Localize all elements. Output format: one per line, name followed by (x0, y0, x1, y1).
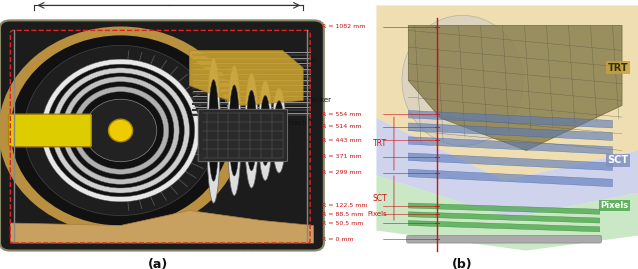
Text: (a): (a) (149, 257, 168, 269)
Ellipse shape (402, 15, 523, 146)
Ellipse shape (227, 65, 241, 196)
Ellipse shape (72, 87, 169, 174)
Ellipse shape (67, 82, 174, 179)
Polygon shape (408, 111, 612, 128)
Ellipse shape (207, 58, 221, 203)
Text: R = 514 mm: R = 514 mm (322, 124, 362, 129)
Text: R = 371 mm: R = 371 mm (322, 154, 362, 159)
Text: R = 554 mm: R = 554 mm (322, 112, 362, 117)
Text: Pixels: Pixels (368, 211, 387, 217)
Polygon shape (408, 25, 622, 150)
Ellipse shape (244, 73, 258, 188)
Text: R = 1082 mm: R = 1082 mm (322, 24, 366, 29)
FancyBboxPatch shape (407, 236, 601, 243)
Text: R = 443 mm: R = 443 mm (322, 138, 362, 143)
Ellipse shape (274, 101, 285, 160)
Text: Pixels: Pixels (600, 201, 628, 210)
Ellipse shape (77, 92, 164, 169)
Ellipse shape (209, 80, 219, 181)
Text: R = 299 mm: R = 299 mm (322, 171, 362, 175)
Text: R = 50.5 mm: R = 50.5 mm (322, 221, 364, 225)
Text: R = 122.5 mm: R = 122.5 mm (322, 203, 367, 208)
Polygon shape (189, 50, 303, 105)
Ellipse shape (229, 85, 239, 176)
FancyBboxPatch shape (8, 114, 91, 147)
Ellipse shape (260, 95, 271, 165)
Polygon shape (376, 5, 638, 180)
Text: R = 88.5 mm: R = 88.5 mm (322, 212, 364, 217)
FancyBboxPatch shape (0, 20, 324, 250)
Polygon shape (10, 211, 313, 243)
Text: Pixel detectors: Pixel detectors (148, 77, 265, 108)
Ellipse shape (0, 28, 241, 233)
Ellipse shape (10, 36, 231, 225)
Text: SCT: SCT (607, 155, 628, 165)
Polygon shape (376, 175, 638, 250)
Text: R = 0 mm: R = 0 mm (322, 237, 354, 242)
Ellipse shape (57, 73, 184, 188)
Ellipse shape (108, 119, 133, 142)
Polygon shape (408, 123, 612, 140)
Polygon shape (408, 169, 612, 187)
Ellipse shape (24, 45, 217, 215)
Text: End-cap semiconductor tracker: End-cap semiconductor tracker (93, 145, 288, 164)
Polygon shape (408, 137, 612, 154)
FancyBboxPatch shape (198, 109, 288, 162)
Ellipse shape (52, 68, 189, 193)
Polygon shape (408, 212, 600, 223)
Ellipse shape (272, 88, 286, 173)
Text: Barrel semiconductor tracker: Barrel semiconductor tracker (165, 57, 315, 83)
Text: End-cap transition radiation tracker: End-cap transition radiation tracker (114, 120, 314, 146)
Polygon shape (408, 203, 600, 214)
Text: SCT: SCT (373, 193, 387, 203)
Text: (b): (b) (452, 257, 473, 269)
Polygon shape (408, 153, 612, 171)
Ellipse shape (47, 64, 195, 197)
Polygon shape (376, 118, 638, 218)
Text: TRT: TRT (373, 139, 387, 148)
Polygon shape (408, 221, 600, 232)
Ellipse shape (258, 80, 272, 180)
Text: Barrel transition radiation tracker: Barrel transition radiation tracker (135, 97, 330, 126)
Ellipse shape (62, 77, 179, 184)
Ellipse shape (41, 59, 200, 202)
Ellipse shape (84, 99, 157, 162)
Ellipse shape (246, 90, 256, 171)
Text: TRT: TRT (608, 63, 628, 73)
